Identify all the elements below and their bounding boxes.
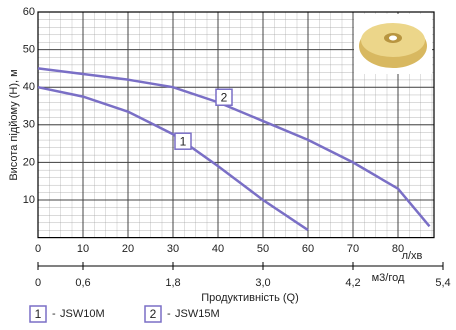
curve-label: 1 <box>180 134 187 148</box>
x-tick-label: 20 <box>122 243 134 255</box>
x2-tick-label: 4,2 <box>345 277 360 289</box>
legend-label: JSW10M <box>60 308 105 320</box>
legend-box <box>144 305 162 323</box>
x2-unit: м3/год <box>372 272 405 284</box>
x-unit: л/хв <box>402 250 423 262</box>
curve-label-box <box>174 132 192 150</box>
legend-number: 1 <box>35 307 42 321</box>
x-tick-label: 50 <box>257 243 269 255</box>
y-tick-label: 30 <box>23 119 35 131</box>
y-tick-label: 60 <box>23 6 35 18</box>
x-tick-label: 0 <box>35 243 41 255</box>
x-tick-label: 70 <box>347 243 359 255</box>
x2-tick-label: 1,8 <box>165 277 180 289</box>
y-tick-label: 40 <box>23 81 35 93</box>
x2-tick-label: 0,6 <box>75 277 90 289</box>
x-axis-title: Продуктивність (Q) <box>201 292 299 304</box>
impeller-photo <box>354 14 432 74</box>
x-tick-label: 40 <box>212 243 224 255</box>
legend-box <box>29 305 47 323</box>
plot-border <box>37 11 435 239</box>
x2-tick-label: 3,0 <box>255 277 270 289</box>
legend-label: JSW15M <box>175 308 220 320</box>
y-tick-label: 20 <box>23 156 35 168</box>
curve-label: 2 <box>221 90 228 104</box>
x-tick-label: 80 <box>392 243 404 255</box>
y-axis-title: Висота підйому (H), м <box>8 69 20 180</box>
curve-label-box <box>215 88 233 106</box>
series-line <box>37 85 309 232</box>
series-line <box>37 67 431 228</box>
x-tick-label: 60 <box>302 243 314 255</box>
legend-dash: - <box>52 308 56 320</box>
legend-dash: - <box>167 308 171 320</box>
x2-tick-label: 5,4 <box>435 277 450 289</box>
y-tick-label: 10 <box>23 194 35 206</box>
x2-tick-label: 0 <box>35 277 41 289</box>
x-tick-label: 10 <box>77 243 89 255</box>
y-tick-label: 50 <box>23 44 35 56</box>
x-tick-label: 30 <box>167 243 179 255</box>
legend-number: 2 <box>150 307 157 321</box>
